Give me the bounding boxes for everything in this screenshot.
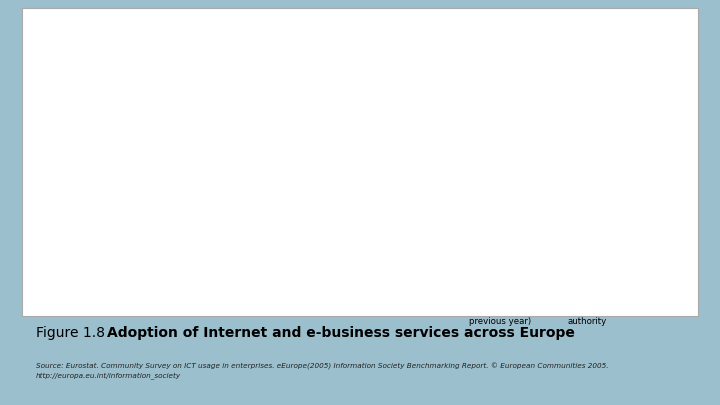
Legend: ALL (10-249 employed persons), SME (10-249 employed persons), LARGE (250+ employ: ALL (10-249 employed persons), SME (10-2…	[455, 31, 621, 83]
Bar	[251, 96, 270, 284]
Bar	[164, 72, 184, 284]
Bar	[126, 96, 145, 284]
Bar	[472, 230, 491, 284]
Bar	[212, 160, 232, 284]
Bar	[232, 165, 251, 284]
Bar	[596, 145, 616, 284]
Text: Adoption of Internet and e-business services across Europe: Adoption of Internet and e-business serv…	[107, 326, 575, 340]
Bar	[318, 260, 337, 284]
Bar	[510, 188, 529, 284]
Bar	[405, 219, 423, 284]
Bar	[577, 193, 596, 284]
Text: Figure 1.8: Figure 1.8	[36, 326, 105, 340]
Bar	[145, 96, 164, 284]
Y-axis label: Percentage: Percentage	[70, 125, 80, 183]
Bar	[385, 214, 405, 284]
Bar	[423, 122, 443, 284]
Bar	[299, 260, 318, 284]
Bar	[491, 230, 510, 284]
Bar	[337, 206, 356, 284]
Bar	[558, 191, 577, 284]
Text: Source: Eurostat. Community Survey on ICT usage in enterprises. eEurope(2005) In: Source: Eurostat. Community Survey on IC…	[36, 362, 608, 379]
